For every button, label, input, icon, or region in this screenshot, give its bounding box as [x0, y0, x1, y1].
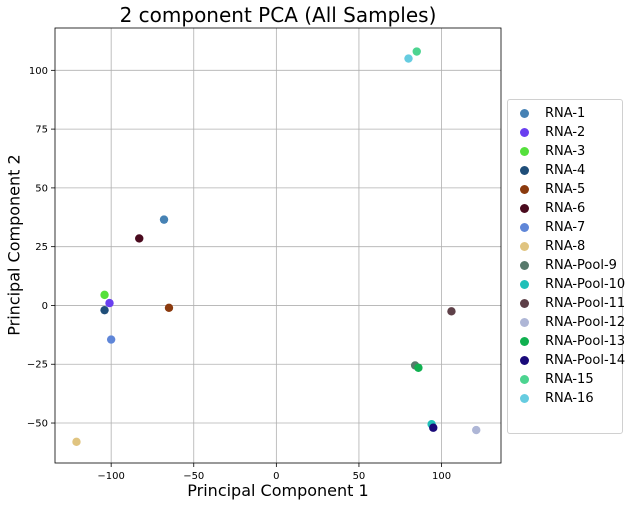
y-tick-label: 0 — [42, 301, 48, 312]
y-axis-label: Principal Component 2 — [4, 154, 24, 336]
legend-marker — [520, 223, 529, 232]
legend-item: RNA-3 — [508, 142, 624, 161]
legend-label: RNA-15 — [545, 372, 594, 387]
legend-label: RNA-5 — [545, 182, 586, 197]
x-axis-label: Principal Component 1 — [187, 481, 369, 500]
legend-marker — [520, 204, 529, 213]
x-tick-label: 100 — [432, 471, 451, 482]
legend-marker — [520, 166, 529, 175]
data-point — [135, 234, 144, 243]
data-point — [164, 303, 174, 313]
legend-marker — [520, 261, 529, 270]
data-point — [412, 47, 421, 56]
legend-label: RNA-1 — [545, 106, 586, 121]
data-point — [447, 307, 456, 316]
x-tick-label: 50 — [353, 471, 366, 482]
y-tick-label: −50 — [27, 419, 48, 430]
y-tick-label: −25 — [27, 360, 48, 371]
plot-area — [55, 28, 501, 463]
data-point — [159, 215, 169, 224]
y-tick-label: 75 — [35, 125, 48, 136]
legend-item: RNA-Pool-11 — [508, 294, 626, 313]
legend-label: RNA-Pool-14 — [545, 353, 626, 368]
legend-item: RNA-7 — [508, 218, 624, 237]
legend-item: RNA-16 — [508, 389, 624, 408]
legend-marker — [520, 109, 529, 118]
data-point — [100, 305, 109, 315]
data-point — [414, 363, 423, 372]
data-point — [100, 290, 109, 300]
legend-label: RNA-2 — [545, 125, 586, 140]
y-tick-label: 100 — [29, 66, 48, 77]
y-tick-label: 25 — [35, 242, 48, 253]
data-point — [472, 425, 481, 435]
legend-item: RNA-8 — [508, 237, 624, 256]
legend-item: RNA-Pool-13 — [508, 332, 626, 351]
x-tick-label: 0 — [273, 471, 279, 482]
data-point — [106, 335, 116, 344]
data-point — [105, 298, 114, 308]
legend-item: RNA-2 — [508, 123, 624, 142]
legend-marker — [520, 337, 529, 346]
y-tick-label: 50 — [35, 183, 48, 194]
legend-marker — [520, 242, 529, 251]
legend-item: RNA-Pool-10 — [508, 275, 626, 294]
data-point — [429, 423, 438, 432]
legend-item: RNA-5 — [508, 180, 624, 199]
x-tick-label: −100 — [97, 471, 124, 482]
legend-label: RNA-Pool-11 — [545, 296, 626, 311]
plot-frame — [54, 27, 502, 464]
legend-label: RNA-6 — [545, 201, 586, 216]
legend-label: RNA-7 — [545, 220, 586, 235]
legend-label: RNA-4 — [545, 163, 586, 178]
legend-label: RNA-8 — [545, 239, 586, 254]
legend-item: RNA-4 — [508, 161, 624, 180]
legend-item: RNA-Pool-14 — [508, 351, 626, 370]
legend-marker — [520, 299, 529, 308]
legend-item: RNA-1 — [508, 104, 624, 123]
legend-marker — [520, 128, 529, 137]
data-point — [72, 437, 81, 447]
legend-marker — [520, 394, 529, 403]
chart-title: 2 component PCA (All Samples) — [119, 3, 437, 27]
legend-item: RNA-Pool-12 — [508, 313, 626, 332]
legend-marker — [520, 147, 529, 156]
legend-item: RNA-6 — [508, 199, 624, 218]
legend-marker — [520, 375, 529, 384]
legend-label: RNA-Pool-9 — [545, 258, 617, 273]
legend-label: RNA-Pool-13 — [545, 334, 626, 349]
legend-marker — [520, 318, 529, 327]
legend-label: RNA-Pool-10 — [545, 277, 626, 292]
legend-marker — [520, 185, 529, 194]
x-tick-label: −50 — [183, 471, 204, 482]
chart-legend: RNA-1 RNA-2 RNA-3 RNA-4 RNA-5 RNA-6 RNA-7 RNA-8… — [507, 99, 626, 434]
legend-item: RNA-Pool-9 — [508, 256, 624, 275]
data-point — [404, 54, 413, 63]
legend-label: RNA-16 — [545, 391, 594, 406]
legend-marker — [520, 280, 529, 289]
legend-label: RNA-Pool-12 — [545, 315, 626, 330]
legend-item: RNA-15 — [508, 370, 624, 389]
legend-marker — [520, 356, 529, 365]
legend-label: RNA-3 — [545, 144, 586, 159]
